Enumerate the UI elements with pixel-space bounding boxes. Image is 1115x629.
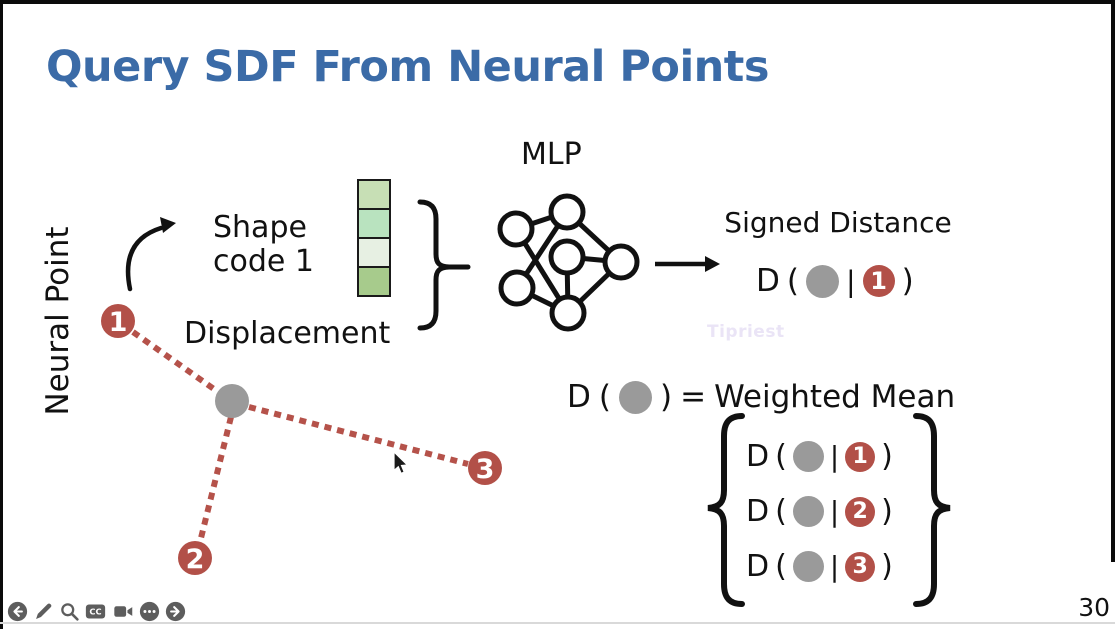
input-brace	[417, 199, 471, 331]
weighted-mean-formula: D ( ) = Weighted Mean	[567, 376, 955, 418]
zoom-button[interactable]	[59, 601, 80, 622]
record-camera-button[interactable]	[113, 601, 134, 622]
query-point-dot	[792, 551, 824, 582]
shape-code-cell	[359, 208, 389, 237]
formula-open-paren: (	[775, 439, 787, 474]
svg-text:1: 1	[109, 307, 128, 338]
query-point-dot	[792, 441, 824, 472]
draw-button[interactable]	[33, 601, 54, 622]
mean-brace-left	[707, 413, 745, 607]
neural-point-badge-3: 3	[845, 551, 876, 582]
signed-distance-label: Signed Distance	[724, 206, 952, 239]
formula-d: D	[567, 379, 591, 415]
formula-open-paren: (	[775, 549, 787, 584]
neural-point-badge-2: 2	[845, 496, 876, 527]
magnifier-icon	[61, 603, 79, 621]
query-point-dot	[215, 384, 249, 418]
neural-point-badge-1: 1	[845, 441, 876, 472]
formula-d: D	[746, 549, 770, 584]
more-options-button[interactable]	[139, 601, 160, 622]
query-point-dot	[805, 264, 839, 298]
mean-term-row: D ( | 1 )	[746, 437, 893, 476]
formula-open-paren: (	[598, 379, 611, 415]
neural-point-badge-1: 1	[101, 304, 135, 338]
captions-button[interactable]: CC	[85, 601, 108, 622]
slide-title: Query SDF From Neural Points	[46, 42, 769, 92]
formula-pipe: |	[829, 550, 840, 583]
shape-code-vector	[357, 179, 391, 297]
shape-code-cell	[359, 266, 389, 295]
formula-close-paren: )	[901, 263, 914, 299]
previous-slide-button[interactable]	[7, 601, 28, 622]
mlp-network-icon	[497, 193, 640, 332]
mean-term-row: D ( | 3 )	[746, 547, 893, 586]
curved-arrow	[125, 217, 176, 292]
formula-pipe: |	[845, 264, 856, 298]
slide-bottom-edge	[0, 622, 1115, 624]
formula-pipe: |	[829, 440, 840, 473]
mean-terms: D ( | 1 ) D ( | 2 ) D ( | 3 )	[746, 437, 893, 586]
watermark: Tipriest	[707, 322, 785, 342]
formula-close-paren: )	[881, 549, 893, 584]
output-arrow	[655, 256, 720, 272]
signed-distance-formula: D ( | 1 )	[756, 258, 914, 304]
arrow-right-circle-icon	[165, 601, 186, 622]
pencil-icon	[36, 603, 52, 619]
svg-text:3: 3	[476, 454, 495, 485]
shape-code-line2: code 1	[213, 243, 314, 279]
shape-code-cell	[359, 237, 389, 266]
formula-pipe: |	[829, 495, 840, 528]
shape-code-label: Shape code 1	[213, 211, 314, 278]
formula-close-paren: )	[881, 494, 893, 529]
page-number: 30	[1078, 593, 1110, 622]
formula-equals: =	[680, 379, 707, 415]
neural-point-badge-2: 2	[178, 541, 212, 575]
mean-term-row: D ( | 2 )	[746, 492, 893, 531]
formula-d: D	[746, 439, 770, 474]
query-point-dot	[618, 380, 652, 414]
video-camera-icon	[114, 606, 133, 617]
next-slide-button[interactable]	[165, 601, 186, 622]
player-toolbar: CC	[7, 601, 186, 622]
shape-code-line1: Shape	[213, 210, 307, 245]
formula-d: D	[746, 494, 770, 529]
mean-brace-right	[913, 413, 951, 607]
letterbox-left	[0, 0, 3, 629]
formula-open-paren: (	[786, 263, 799, 299]
svg-text:CC: CC	[89, 607, 101, 617]
query-point-dot	[792, 496, 824, 527]
mouse-cursor	[393, 450, 409, 475]
formula-close-paren: )	[881, 439, 893, 474]
mlp-label: MLP	[521, 137, 582, 172]
neural-points-diagram: 1 2 3	[101, 304, 502, 575]
svg-text:2: 2	[186, 544, 205, 575]
neural-point-badge-1: 1	[862, 265, 895, 297]
weighted-mean-label: Weighted Mean	[714, 379, 956, 415]
formula-open-paren: (	[775, 494, 787, 529]
letterbox-top	[0, 0, 1115, 4]
ellipsis-circle-icon	[139, 601, 160, 622]
formula-d: D	[756, 263, 780, 299]
letterbox-right	[1111, 0, 1115, 562]
formula-close-paren: )	[659, 379, 673, 415]
arrow-left-circle-icon	[7, 601, 28, 622]
shape-code-cell	[359, 181, 389, 208]
cc-badge-icon: CC	[85, 604, 106, 619]
neural-point-badge-3: 3	[468, 451, 502, 485]
displacement-label: Displacement	[184, 316, 391, 351]
